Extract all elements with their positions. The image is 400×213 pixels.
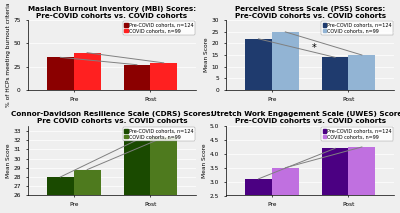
Bar — [150, 137, 177, 213]
Bar — [74, 170, 100, 213]
Y-axis label: Mean Score: Mean Score — [204, 38, 209, 72]
Bar — [74, 53, 100, 90]
Y-axis label: % of HCPs meeting burnout criteria: % of HCPs meeting burnout criteria — [6, 3, 10, 107]
Bar — [124, 65, 150, 90]
Bar — [245, 39, 272, 90]
Bar — [322, 148, 348, 213]
Legend: Pre-COVID cohorts, n=124, COVID cohorts, n=99: Pre-COVID cohorts, n=124, COVID cohorts,… — [321, 21, 394, 35]
Y-axis label: Mean Score: Mean Score — [202, 144, 207, 178]
Title: Maslach Burnout Inventory (MBI) Scores:
Pre-COVID cohorts vs. COVID cohorts: Maslach Burnout Inventory (MBI) Scores: … — [28, 6, 196, 19]
Bar — [124, 140, 150, 213]
Text: *: * — [312, 43, 316, 53]
Legend: Pre-COVID cohorts, n=124, COVID cohorts, n=99: Pre-COVID cohorts, n=124, COVID cohorts,… — [123, 127, 195, 141]
Bar — [47, 177, 74, 213]
Title: Utretch Work Engagement Scale (UWES) Scores:
Pre-COVID cohorts vs. COVID cohorts: Utretch Work Engagement Scale (UWES) Sco… — [211, 111, 400, 124]
Title: Perceived Stress Scale (PSS) Scores:
Pre-COVID cohorts vs. COVID cohorts: Perceived Stress Scale (PSS) Scores: Pre… — [235, 6, 386, 19]
Bar — [245, 179, 272, 213]
Bar — [348, 147, 375, 213]
Bar — [322, 57, 348, 90]
Bar — [348, 55, 375, 90]
Legend: Pre-COVID cohorts, n=124, COVID cohorts, n=99: Pre-COVID cohorts, n=124, COVID cohorts,… — [321, 127, 394, 141]
Title: Connor-Davidson Resilience Scale (CDRS) Scores:
Pre COVID cohorts vs. COVID coho: Connor-Davidson Resilience Scale (CDRS) … — [11, 111, 213, 124]
Bar — [272, 168, 299, 213]
Bar — [150, 63, 177, 90]
Bar — [272, 32, 299, 90]
Bar — [47, 57, 74, 90]
Y-axis label: Mean Score: Mean Score — [6, 144, 10, 178]
Legend: Pre-COVID cohorts, n=124, COVID cohorts, n=99: Pre-COVID cohorts, n=124, COVID cohorts,… — [123, 21, 195, 35]
